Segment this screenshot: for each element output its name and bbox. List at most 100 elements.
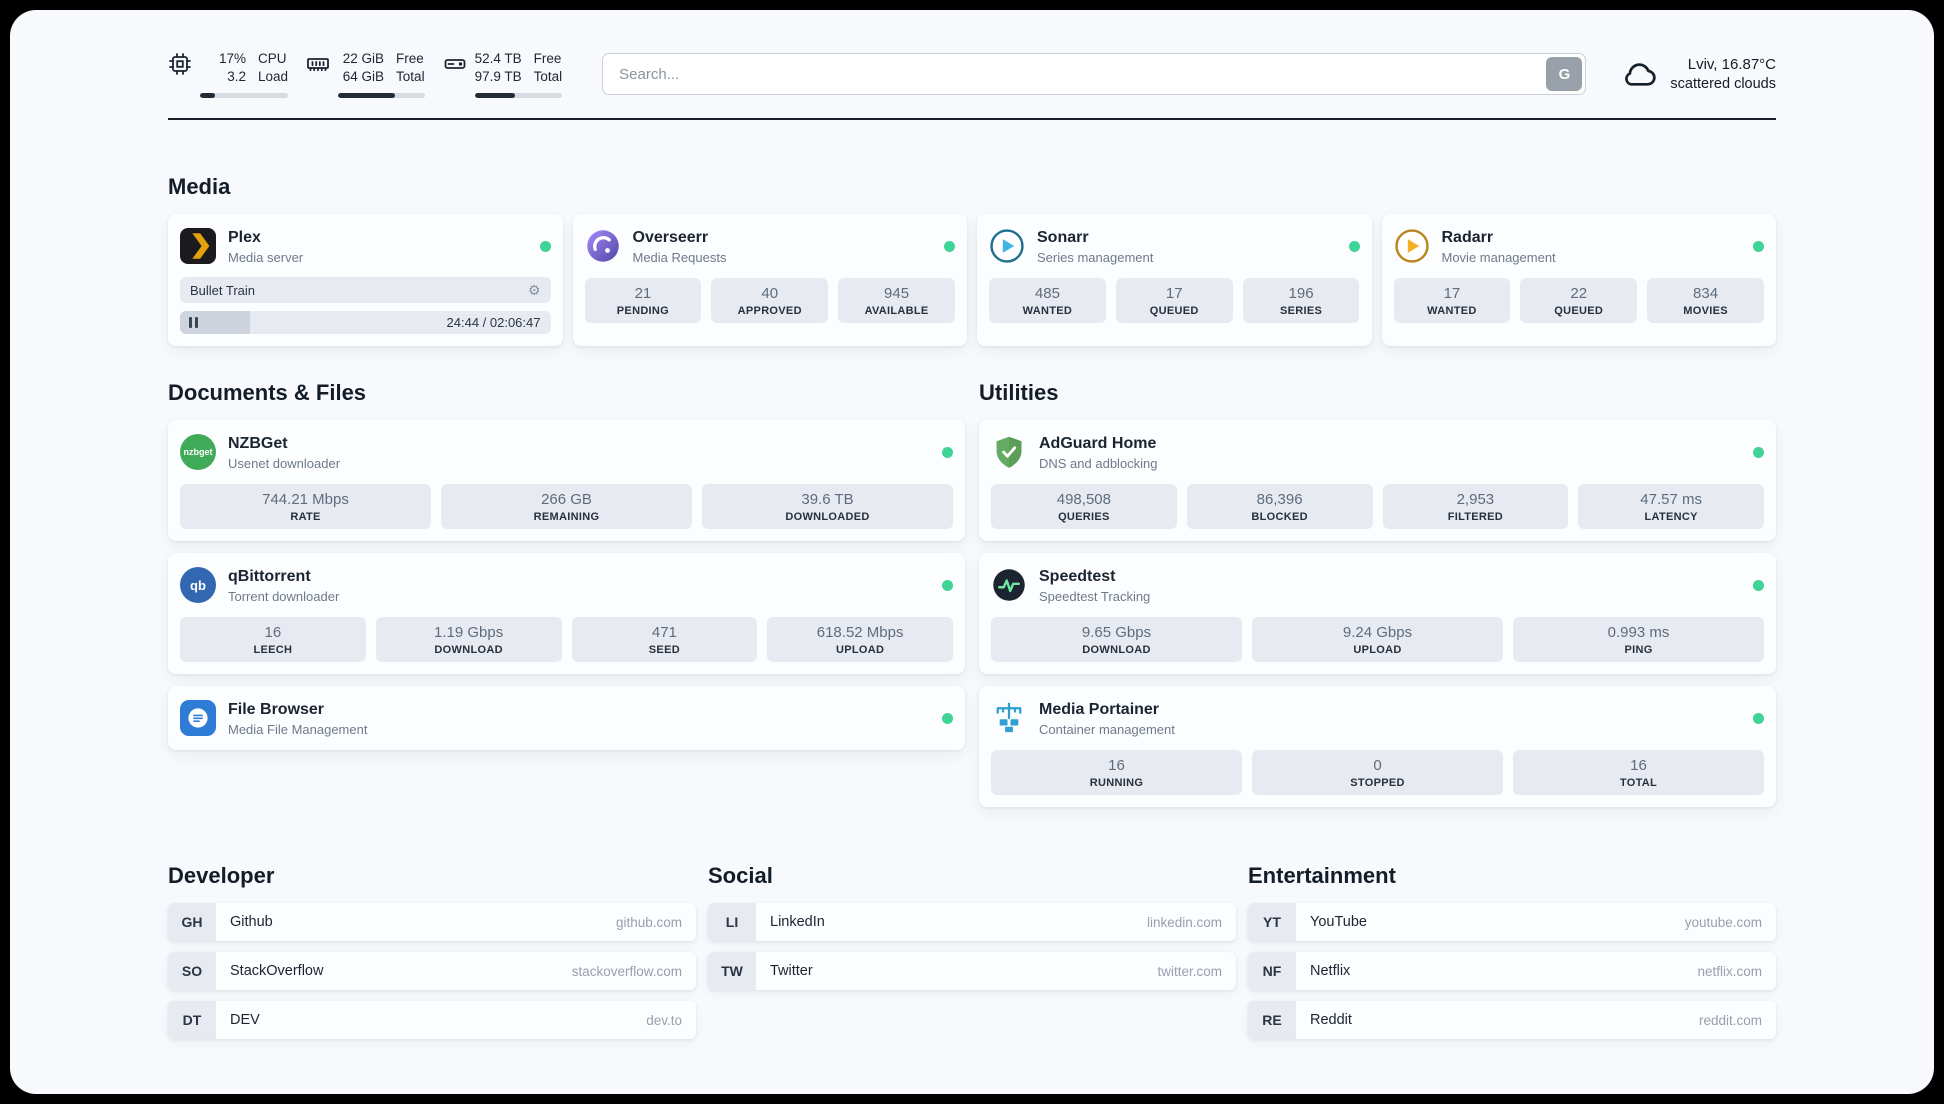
stat-wanted: 485 WANTED <box>989 278 1106 324</box>
cpu-usage-value: 17% <box>218 51 246 66</box>
bookmark-twitter[interactable]: TW Twitter twitter.com <box>708 952 1236 991</box>
plex-icon <box>180 228 216 265</box>
service-card-radarr[interactable]: Radarr Movie management 17 WANTED 22 QUE… <box>1381 214 1776 347</box>
bookmark-domain: netflix.com <box>1697 963 1762 979</box>
bookmark-github[interactable]: GH Github github.com <box>168 903 696 942</box>
section-title-developer: Developer <box>168 863 275 889</box>
speedtest-icon <box>991 567 1027 603</box>
search-provider-button[interactable]: G <box>1546 57 1583 92</box>
service-card-sonarr[interactable]: Sonarr Series management 485 WANTED 17 Q… <box>977 214 1372 347</box>
service-subtitle: Movie management <box>1441 249 1556 265</box>
bookmark-linkedin[interactable]: LI LinkedIn linkedin.com <box>708 903 1236 942</box>
stat-total: 16 TOTAL <box>1513 750 1764 796</box>
bookmark-domain: reddit.com <box>1698 1012 1762 1028</box>
disk-free-value: 52.4 TB <box>474 51 522 66</box>
stat-queued: 22 QUEUED <box>1520 278 1638 324</box>
filebrowser-icon <box>180 700 216 737</box>
overseerr-icon <box>585 228 621 264</box>
memory-total-value: 64 GiB <box>342 69 385 85</box>
hard-drive-icon <box>443 52 467 76</box>
weather-condition: scattered clouds <box>1670 76 1776 93</box>
status-dot <box>942 579 953 591</box>
status-dot <box>1753 446 1764 458</box>
cpu-usage-label: CPU <box>258 51 287 66</box>
bookmark-name: YouTube <box>1310 914 1367 931</box>
bookmark-name: Github <box>230 914 273 931</box>
status-dot <box>1753 712 1764 724</box>
disk-progress-fill <box>474 93 515 99</box>
status-dot <box>539 240 551 252</box>
playback-progress-bar[interactable]: 24:44 / 02:06:47 <box>180 311 551 335</box>
service-subtitle: DNS and adblocking <box>1039 455 1158 471</box>
service-card-portainer[interactable]: Media Portainer Container management 16 … <box>979 686 1776 808</box>
section-title-entertainment: Entertainment <box>1248 863 1396 889</box>
bookmark-name: DEV <box>230 1012 260 1029</box>
stat-pending: 21 PENDING <box>584 278 702 324</box>
bookmark-abbr: LI <box>708 903 756 942</box>
service-subtitle: Media server <box>228 249 304 265</box>
memory-icon <box>306 52 330 76</box>
service-card-plex[interactable]: Plex Media server Bullet Train ⚙ 24:44 /… <box>168 214 563 347</box>
stat-queued: 17 QUEUED <box>1115 278 1233 324</box>
service-name: NZBGet <box>228 435 288 453</box>
stat-download: 1.19 Gbps DOWNLOAD <box>375 617 562 663</box>
search-bar: G <box>602 53 1587 96</box>
section-title-media: Media <box>168 174 231 200</box>
bookmark-dev[interactable]: DT DEV dev.to <box>168 1001 696 1040</box>
bookmark-domain: stackoverflow.com <box>571 963 682 979</box>
stat-running: 16 RUNNING <box>991 750 1242 796</box>
cpu-progress-fill <box>200 93 215 99</box>
disk-total-value: 97.9 TB <box>474 69 522 85</box>
playback-progress-fill <box>180 311 251 335</box>
bookmark-abbr: TW <box>708 952 756 991</box>
bookmark-domain: linkedin.com <box>1146 914 1222 930</box>
media-card-grid: Plex Media server Bullet Train ⚙ 24:44 /… <box>168 214 1776 347</box>
cpu-progress-track <box>200 93 289 99</box>
status-dot <box>1753 579 1764 591</box>
stat-seed: 471 SEED <box>571 617 758 663</box>
service-subtitle: Speedtest Tracking <box>1039 588 1151 604</box>
stat-approved: 40 APPROVED <box>711 278 829 324</box>
weather-widget[interactable]: Lviv, 16.87°C scattered clouds <box>1620 55 1776 93</box>
service-card-speedtest[interactable]: Speedtest Speedtest Tracking 9.65 Gbps D… <box>979 553 1776 675</box>
section-title-documents: Documents & Files <box>168 380 367 406</box>
bookmark-stackoverflow[interactable]: SO StackOverflow stackoverflow.com <box>168 952 696 991</box>
stat-leech: 16 LEECH <box>180 617 366 663</box>
bookmark-name: Twitter <box>770 963 813 980</box>
disk-progress-track <box>474 93 563 99</box>
bookmark-abbr: RE <box>1248 1001 1296 1040</box>
resource-widget-disk: 52.4 TB 97.9 TB Free Total <box>443 50 563 99</box>
utilities-column: Utilities AdGuard Home DNS and adblockin… <box>979 380 1776 808</box>
pause-icon[interactable] <box>189 317 198 329</box>
stat-downloaded: 39.6 TB DOWNLOADED <box>702 484 953 530</box>
dashboard-container: 17% 3.2 CPU Load <box>168 10 1776 1094</box>
service-name: qBittorrent <box>228 568 311 586</box>
stat-latency: 47.57 ms LATENCY <box>1578 484 1764 530</box>
gear-icon[interactable]: ⚙ <box>527 282 541 299</box>
bookmark-abbr: NF <box>1248 952 1296 991</box>
service-card-filebrowser[interactable]: File Browser Media File Management <box>168 686 965 751</box>
memory-total-label: Total <box>396 69 425 85</box>
service-name: Radarr <box>1441 229 1494 247</box>
bookmark-youtube[interactable]: YT YouTube youtube.com <box>1248 903 1776 942</box>
stat-available: 945 AVAILABLE <box>838 278 955 324</box>
service-card-qbittorrent[interactable]: qb qBittorrent Torrent downloader 16 LEE… <box>168 553 965 675</box>
bookmarks-section: Developer GH Github github.com SO StackO… <box>168 863 1776 1094</box>
stat-ping: 0.993 ms PING <box>1513 617 1764 663</box>
service-card-adguard[interactable]: AdGuard Home DNS and adblocking 498,508 … <box>979 420 1776 542</box>
stat-stopped: 0 STOPPED <box>1252 750 1503 796</box>
radarr-icon <box>1394 228 1430 264</box>
search-input[interactable] <box>602 53 1587 96</box>
nzbget-icon: nzbget <box>180 434 216 471</box>
bookmark-reddit[interactable]: RE Reddit reddit.com <box>1248 1001 1776 1040</box>
service-card-overseerr[interactable]: Overseerr Media Requests 21 PENDING 40 A… <box>572 214 967 347</box>
service-card-nzbget[interactable]: nzbget NZBGet Usenet downloader 744.21 M… <box>168 420 965 542</box>
bookmark-name: StackOverflow <box>230 963 324 980</box>
bookmark-netflix[interactable]: NF Netflix netflix.com <box>1248 952 1776 991</box>
stat-download: 9.65 Gbps DOWNLOAD <box>991 617 1242 663</box>
resource-widget-cpu: 17% 3.2 CPU Load <box>168 50 289 99</box>
cloud-icon <box>1620 55 1658 93</box>
bookmark-name: LinkedIn <box>770 914 825 931</box>
service-subtitle: Series management <box>1037 249 1154 265</box>
service-name: File Browser <box>228 701 325 719</box>
